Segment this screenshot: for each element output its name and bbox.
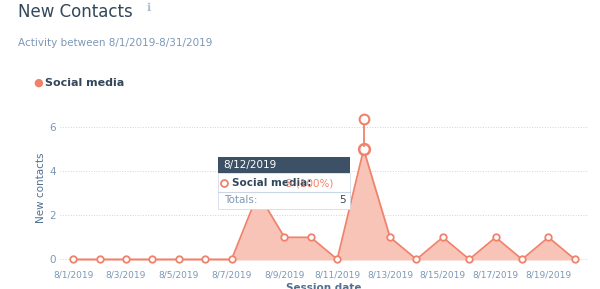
X-axis label: Session date: Session date xyxy=(286,283,362,289)
Point xyxy=(464,257,474,262)
Text: ℹ: ℹ xyxy=(147,3,151,13)
Text: Totals:: Totals: xyxy=(224,195,258,205)
Point xyxy=(306,235,316,240)
Point xyxy=(280,235,289,240)
Point xyxy=(68,257,78,262)
Point xyxy=(517,257,527,262)
Text: Social media: Social media xyxy=(45,78,124,88)
Point xyxy=(200,257,210,262)
Point xyxy=(253,191,263,196)
Y-axis label: New contacts: New contacts xyxy=(37,153,46,223)
Text: ●: ● xyxy=(33,78,43,88)
Point xyxy=(359,147,368,152)
Text: 5 (100%): 5 (100%) xyxy=(286,178,333,188)
Text: New Contacts: New Contacts xyxy=(18,3,133,21)
Text: 8/12/2019: 8/12/2019 xyxy=(223,160,277,170)
Point xyxy=(438,235,448,240)
Point xyxy=(227,257,236,262)
Point xyxy=(332,257,342,262)
Point xyxy=(570,257,580,262)
Point xyxy=(121,257,131,262)
Text: 5: 5 xyxy=(339,195,346,205)
Point xyxy=(174,257,184,262)
Point xyxy=(412,257,421,262)
FancyBboxPatch shape xyxy=(218,157,350,173)
Point xyxy=(148,257,157,262)
Text: Activity between 8/1/2019-8/31/2019: Activity between 8/1/2019-8/31/2019 xyxy=(18,38,212,48)
Text: Social media:: Social media: xyxy=(232,178,314,188)
Point xyxy=(491,235,500,240)
Point xyxy=(544,235,553,240)
FancyBboxPatch shape xyxy=(218,173,350,209)
Point xyxy=(359,147,368,152)
Point xyxy=(385,235,395,240)
Point xyxy=(95,257,104,262)
